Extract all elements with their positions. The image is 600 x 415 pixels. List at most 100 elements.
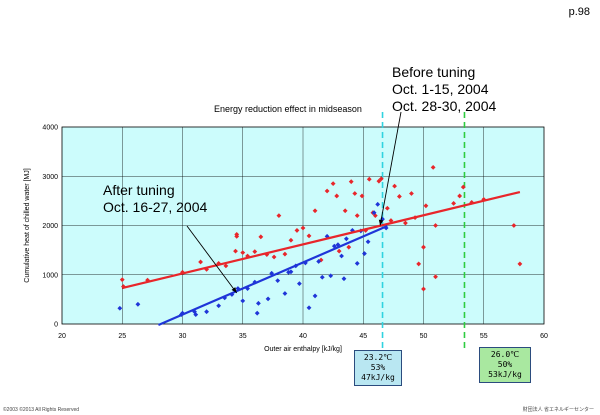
data-point (240, 250, 246, 255)
data-point (271, 254, 277, 260)
data-point (433, 223, 438, 228)
x-tick-label: 50 (420, 333, 428, 340)
data-point (354, 213, 360, 219)
data-point (223, 263, 229, 269)
data-point (421, 286, 426, 292)
data-point (300, 225, 306, 231)
data-point (366, 176, 372, 182)
info-box-line: 50% (497, 360, 513, 369)
annotation-after-tuning: After tuning Oct. 16-27, 2004 (103, 182, 208, 215)
data-point (339, 253, 344, 259)
data-point (233, 248, 238, 254)
data-point (430, 164, 436, 170)
annotation-arrowhead (231, 287, 237, 293)
annotation-arrow (379, 111, 402, 226)
data-point (517, 261, 523, 267)
footer-copyright: ©2003 ©2013 All Rights Reserved (3, 407, 80, 413)
data-point (384, 205, 390, 211)
info-box-line: 53kJ/kg (488, 370, 522, 379)
x-tick-label: 25 (118, 333, 126, 340)
data-point (240, 298, 246, 304)
data-point (334, 193, 340, 199)
data-point (511, 223, 517, 228)
x-tick-label: 30 (179, 333, 187, 340)
data-point (460, 184, 466, 190)
data-point (354, 261, 360, 266)
data-point (306, 305, 312, 311)
data-point (324, 188, 330, 194)
data-point (282, 251, 288, 257)
data-point (294, 228, 300, 233)
data-point (135, 301, 141, 307)
data-point (336, 248, 342, 254)
data-point (375, 201, 381, 207)
data-point (328, 273, 334, 279)
data-point (319, 274, 325, 280)
data-point (343, 236, 349, 242)
data-point (397, 194, 402, 199)
x-tick-label: 35 (239, 333, 247, 340)
data-point (331, 243, 337, 249)
data-point (265, 296, 271, 302)
data-point (362, 251, 367, 256)
data-point (423, 203, 429, 209)
data-point (335, 242, 341, 248)
data-point (365, 239, 371, 245)
data-point (117, 305, 123, 311)
data-point (392, 183, 397, 189)
info-box-line: 47kJ/kg (361, 373, 395, 382)
x-axis-label: Outer air enthalpy [kJ/kg] (264, 346, 342, 353)
info-box-midseason-cyan: 23.2℃ 53% 47kJ/kg (354, 350, 402, 386)
data-point (341, 276, 347, 282)
data-point (433, 274, 438, 280)
data-point (312, 293, 318, 299)
annotation-arrowhead (378, 219, 384, 226)
info-box-line: 53% (370, 363, 386, 372)
data-point (378, 176, 384, 182)
x-tick-label: 60 (540, 333, 548, 340)
data-point (348, 179, 354, 185)
data-point (198, 259, 203, 265)
info-box-midseason-green: 26.0℃ 50% 53kJ/kg (479, 347, 531, 383)
info-box-line: 23.2℃ (363, 353, 393, 362)
data-point (346, 244, 352, 250)
data-point (481, 196, 487, 202)
data-point (121, 284, 126, 289)
y-tick-label: 2000 (42, 223, 58, 230)
data-point (352, 191, 358, 196)
data-point (416, 261, 422, 267)
data-point (409, 191, 414, 196)
data-point (288, 269, 294, 275)
y-axis-label: Cumulative heat of chilled water [MJ] (24, 168, 31, 282)
y-tick-label: 1000 (42, 272, 58, 279)
data-point (296, 281, 302, 287)
data-point (288, 237, 294, 243)
data-point (403, 220, 408, 226)
x-tick-label: 40 (299, 333, 307, 340)
y-tick-label: 3000 (42, 174, 58, 181)
data-point (276, 213, 282, 219)
annotation-before-tuning: Before tuning Oct. 1-15, 2004 Oct. 28-30… (392, 64, 497, 114)
data-point (216, 303, 222, 309)
data-point (371, 210, 377, 216)
trend-line (121, 190, 521, 290)
data-point (234, 233, 240, 239)
data-point (306, 233, 312, 239)
data-point (312, 208, 318, 214)
data-point (359, 193, 365, 199)
page-number: p.98 (568, 6, 590, 18)
data-point (119, 277, 125, 283)
trend-line (157, 224, 388, 326)
data-point (254, 310, 260, 316)
data-point (204, 309, 209, 315)
chart-title: Energy reduction effect in midseason (214, 104, 362, 114)
data-point (252, 249, 258, 255)
data-point (316, 259, 322, 264)
data-point (275, 278, 281, 284)
data-point (330, 181, 336, 187)
data-point (256, 300, 261, 306)
data-point (193, 312, 199, 318)
info-box-line: 26.0℃ (490, 350, 520, 359)
